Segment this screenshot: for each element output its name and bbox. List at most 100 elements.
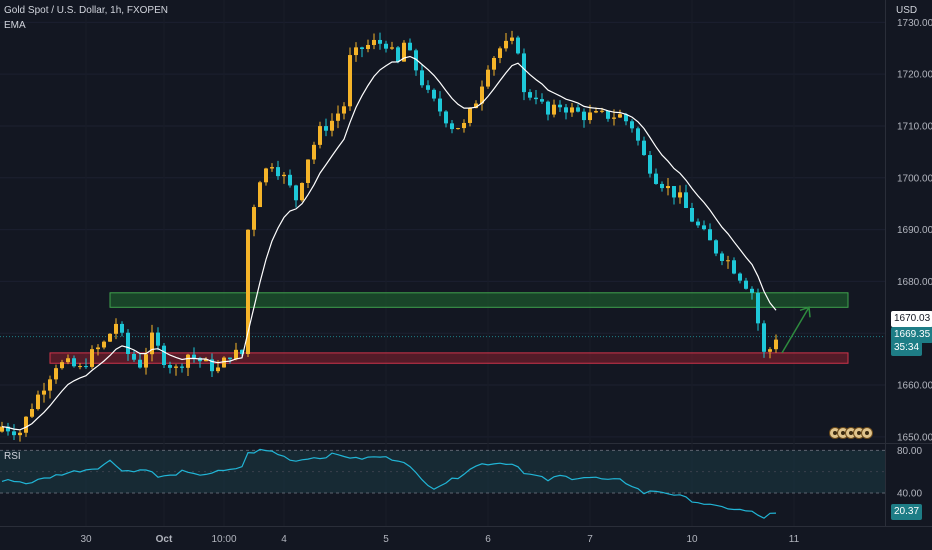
candle-body: [180, 366, 184, 368]
candle-body: [774, 339, 778, 350]
candle-body: [432, 89, 436, 99]
candle-body: [120, 323, 124, 333]
candle-body: [30, 409, 34, 417]
trend-arrow: [781, 306, 811, 354]
bar-countdown-tag: 35:34: [891, 340, 923, 356]
time-tick-label: 30: [80, 534, 92, 545]
candle-body: [768, 349, 772, 352]
price-tick-label: 1650.00: [897, 432, 932, 443]
candle-body: [372, 39, 376, 45]
price-zones: [49, 292, 849, 364]
ema-line: [1, 55, 777, 431]
candle-body: [696, 221, 700, 226]
candle-body: [210, 359, 214, 372]
candle-body: [156, 332, 160, 346]
ema-indicator-label[interactable]: EMA: [4, 20, 26, 31]
time-axis[interactable]: 30 Oct 10:00 4 5 6 7 10 11: [80, 534, 799, 545]
candle-body: [48, 379, 52, 391]
candle-body: [666, 186, 670, 189]
candle-body: [654, 173, 658, 184]
price-tick-label: 1730.00: [897, 18, 932, 29]
grid-lines: [0, 0, 932, 527]
price-tick-label: 1680.00: [897, 277, 932, 288]
rsi-level-label: 80.00: [897, 446, 922, 457]
candle-body: [222, 357, 226, 368]
candle-body: [300, 182, 304, 201]
price-tick-label: 1710.00: [897, 121, 932, 132]
candle-body: [456, 128, 460, 130]
price-tick-label: 1700.00: [897, 173, 932, 184]
candle-body: [18, 432, 22, 436]
candle-body: [216, 367, 220, 372]
rsi-indicator-label[interactable]: RSI: [4, 451, 21, 462]
candle-body: [228, 357, 232, 360]
candle-body: [330, 120, 334, 131]
candle-body: [480, 86, 484, 104]
candle-body: [642, 140, 646, 156]
candle-body: [450, 123, 454, 130]
candle-body: [378, 39, 382, 44]
candle-body: [396, 47, 400, 62]
candle-body: [498, 48, 502, 58]
candle-body: [726, 260, 730, 262]
candle-body: [474, 103, 478, 109]
candle-body: [282, 174, 286, 177]
candle-body: [612, 117, 616, 119]
candle-body: [126, 332, 130, 354]
candle-body: [384, 43, 388, 49]
candle-body: [288, 174, 292, 186]
rsi-panel: 80.00 40.00: [0, 446, 922, 519]
candle-body: [138, 359, 142, 368]
candle-body: [510, 37, 514, 41]
candle-body: [504, 40, 508, 49]
candle-body: [24, 416, 28, 433]
candle-body: [96, 347, 100, 350]
candle-body: [132, 353, 136, 360]
candle-body: [750, 288, 754, 293]
candle-body: [174, 366, 178, 368]
candle-body: [324, 126, 328, 131]
arrow-shaft: [781, 306, 810, 354]
candle-body: [660, 183, 664, 189]
candle-body: [582, 111, 586, 121]
candle-body: [462, 122, 466, 129]
candle-body: [114, 323, 118, 334]
candle-body: [528, 92, 532, 98]
candle-body: [492, 57, 496, 70]
candle-body: [342, 106, 346, 114]
candle-body: [204, 359, 208, 362]
candle-body: [762, 323, 766, 352]
candle-body: [54, 368, 58, 380]
event-icon[interactable]: [861, 427, 873, 439]
price-axis[interactable]: 1730.00 1720.00 1710.00 1700.00 1690.00 1680.…: [897, 18, 932, 443]
time-tick-label: Oct: [156, 534, 173, 545]
candle-body: [306, 159, 310, 183]
symbol-title[interactable]: Gold Spot / U.S. Dollar, 1h, FXOPEN: [4, 5, 168, 16]
candle-body: [102, 341, 106, 348]
candle-body: [408, 42, 412, 51]
time-tick-label: 6: [485, 534, 491, 545]
candle-body: [444, 111, 448, 124]
candle-body: [246, 229, 250, 355]
candle-body: [732, 260, 736, 274]
candle-body: [84, 366, 88, 368]
candle-body: [594, 111, 598, 113]
candle-body: [564, 107, 568, 113]
candle-body: [756, 292, 760, 324]
candle-body: [672, 186, 676, 198]
candle-body: [366, 44, 370, 50]
candle-body: [90, 349, 94, 367]
candle-body: [192, 354, 196, 358]
candle-body: [534, 97, 538, 100]
candle-body: [168, 365, 172, 368]
time-tick-label: 10: [686, 534, 698, 545]
time-tick-label: 4: [281, 534, 287, 545]
candle-body: [648, 155, 652, 174]
candle-body: [744, 280, 748, 289]
candle-body: [552, 104, 556, 115]
candle-body: [234, 349, 238, 360]
candle-body: [258, 182, 262, 208]
arrow-head: [799, 306, 811, 318]
candle-body: [186, 354, 190, 368]
